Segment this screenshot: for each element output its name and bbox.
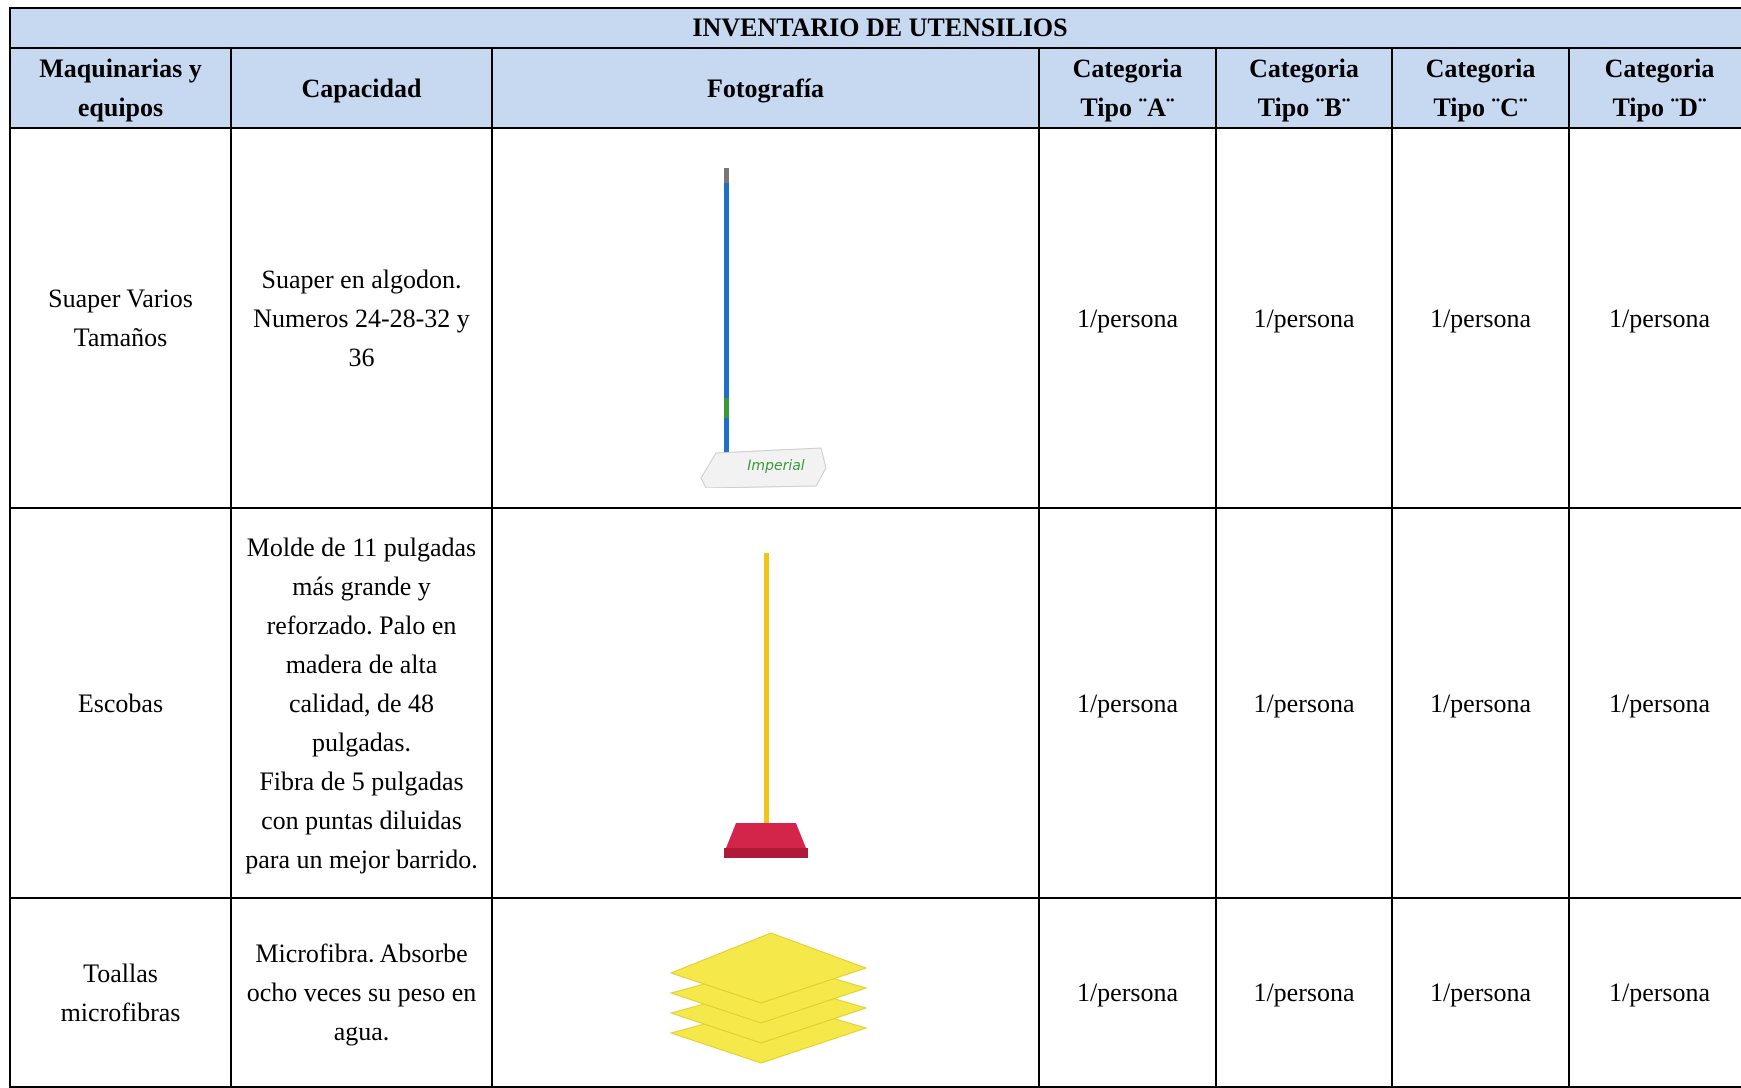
capacity-text: Fibra de 5 pulgadas con puntas diluidas … (245, 766, 478, 874)
item-cell: Escobas (9, 507, 232, 899)
capacity-text: Microfibra. Absorbe ocho veces su peso e… (246, 939, 477, 1046)
category-cell: 1/persona (1038, 127, 1217, 509)
column-header: Categoria Tipo ¨A¨ (1038, 47, 1217, 129)
inventory-table: INVENTARIO DE UTENSILIOS Maquinarias y e… (8, 7, 1741, 1088)
category-cell: 1/persona (1391, 507, 1570, 899)
column-header: Fotografía (491, 47, 1040, 129)
capacity-cell: Suaper en algodon. Numeros 24-28-32 y 36 (230, 127, 493, 509)
column-header: Maquinarias y equipos (9, 47, 232, 129)
column-header: Categoria Tipo ¨B¨ (1215, 47, 1393, 129)
category-cell: 1/persona (1391, 897, 1570, 1088)
table-title: INVENTARIO DE UTENSILIOS (8, 7, 1741, 49)
column-header: Capacidad (230, 47, 493, 129)
photo-cell: Imperial (491, 127, 1040, 509)
category-cell: 1/persona (1215, 507, 1393, 899)
item-cell: Suaper Varios Tamaños (9, 127, 232, 509)
category-cell: 1/persona (1215, 127, 1393, 509)
capacity-cell: Microfibra. Absorbe ocho veces su peso e… (230, 897, 493, 1088)
photo-cell (491, 507, 1040, 899)
photo (723, 553, 808, 858)
category-cell: 1/persona (1038, 507, 1217, 899)
photo-label: Imperial (747, 458, 804, 474)
capacity-cell: Molde de 11 pulgadas más grande y reforz… (230, 507, 493, 899)
column-header: Categoria Tipo ¨D¨ (1567, 47, 1741, 129)
capacity-text: Molde de 11 pulgadas más grande y reforz… (246, 532, 477, 757)
category-cell: 1/persona (1567, 897, 1741, 1088)
capacity-text: Suaper en algodon. Numeros 24-28-32 y 36 (253, 264, 470, 372)
category-cell: 1/persona (1038, 897, 1217, 1088)
table-row: Escobas Molde de 11 pulgadas más grande y… (9, 507, 1741, 899)
photo-cell (491, 897, 1040, 1088)
category-cell: 1/persona (1567, 127, 1741, 509)
photo: Imperial (699, 168, 827, 488)
photo (668, 931, 868, 1064)
category-cell: 1/persona (1567, 507, 1741, 899)
category-cell: 1/persona (1391, 127, 1570, 509)
table-row: Toallas microfibras Microfibra. Absorbe o… (9, 897, 1741, 1088)
column-header: Categoria Tipo ¨C¨ (1391, 47, 1570, 129)
category-cell: 1/persona (1215, 897, 1393, 1088)
table-row: Suaper Varios Tamaños Suaper en algodon. … (9, 127, 1741, 509)
item-cell: Toallas microfibras (9, 897, 232, 1088)
